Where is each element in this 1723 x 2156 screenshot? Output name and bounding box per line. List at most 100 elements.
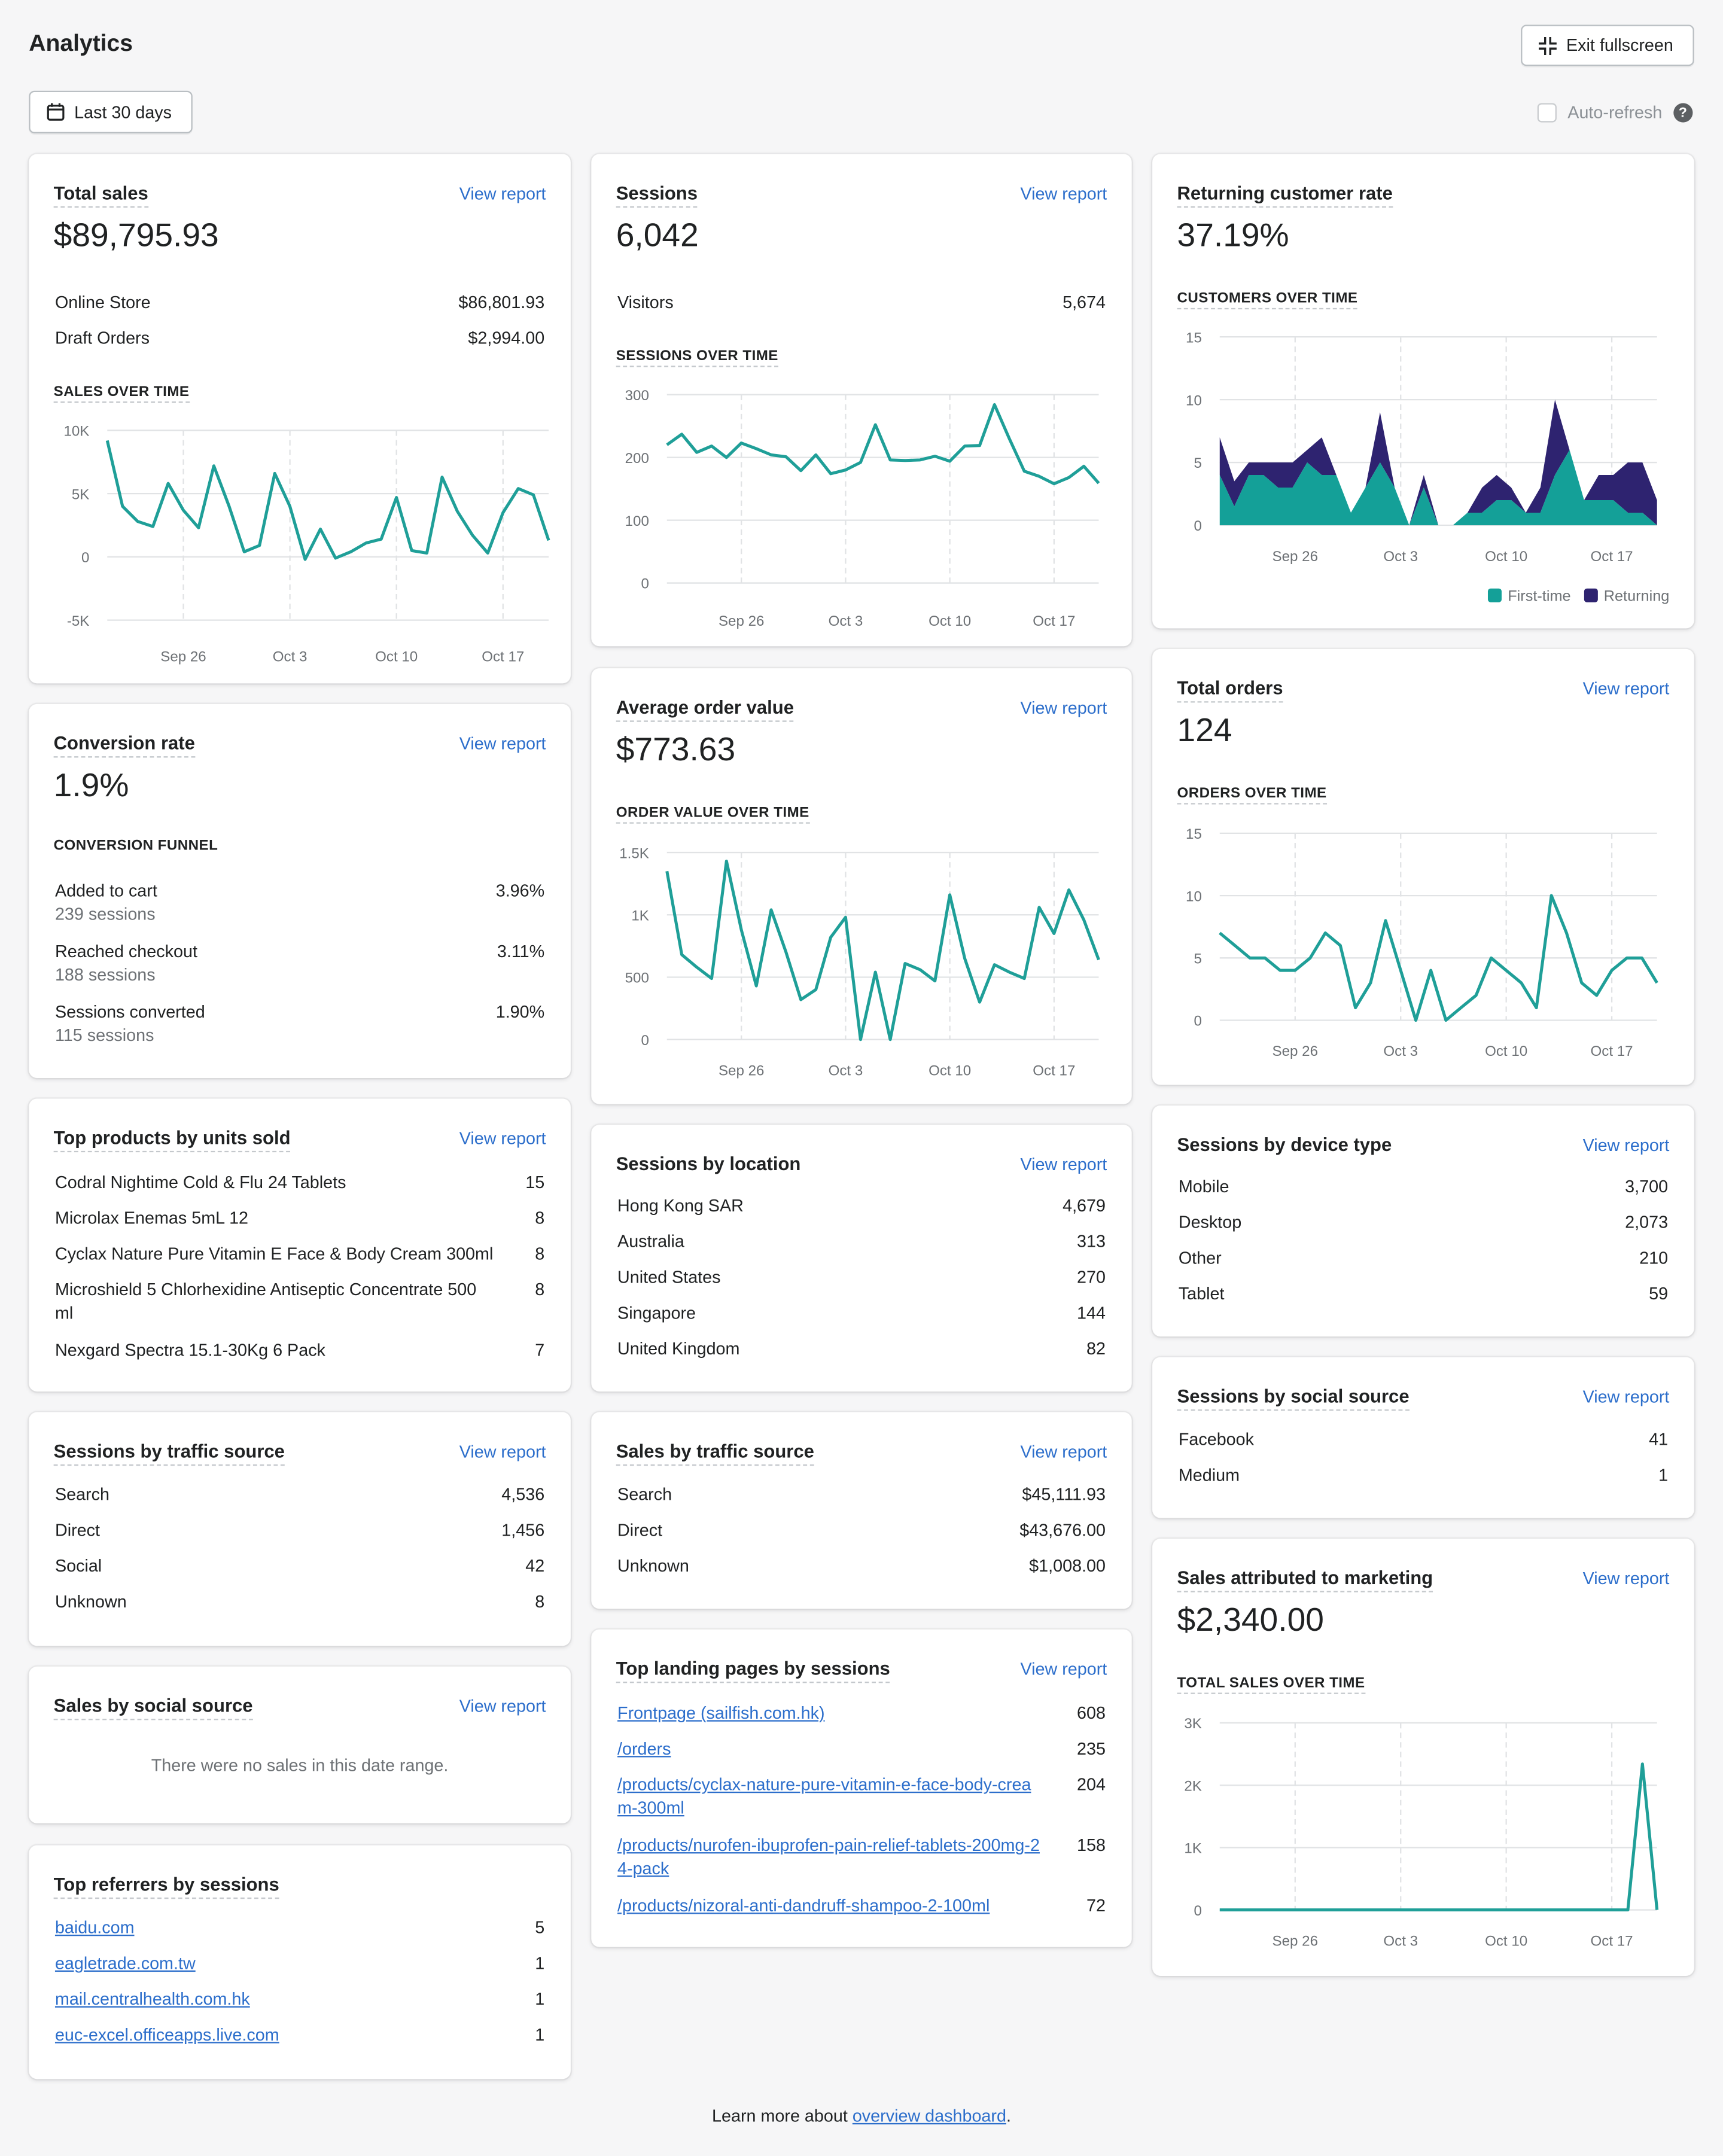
card-title[interactable]: Sales by social source [53,1694,253,1720]
orders-over-time-chart: 15 10 5 0 Sep 26 Oct 3 Oct 10 Oct 17 [1186,826,1658,1059]
row-label: Cyclax Nature Pure Vitamin E Face & Body… [54,1244,494,1264]
view-report-link[interactable]: View report [1020,184,1107,204]
landing-page-link[interactable]: /orders [617,1739,671,1759]
landing-page-link[interactable]: /products/nizoral-anti-dandruff-shampoo-… [617,1896,990,1916]
footer: Learn more about overview dashboard. [0,2106,1723,2125]
card-title[interactable]: Sales by traffic source [616,1440,814,1466]
referrer-link[interactable]: baidu.com [54,1918,135,1938]
x-tick-label: Oct 10 [929,613,971,629]
view-report-link[interactable]: View report [1582,1569,1670,1588]
row-label: Other [1178,1248,1222,1268]
row-value: 8 [535,1244,545,1264]
view-report-link[interactable]: View report [459,1697,546,1716]
card-title[interactable]: Top landing pages by sessions [616,1657,890,1683]
y-tick-label: 5K [72,486,90,503]
row-label: Desktop [1178,1213,1242,1232]
row-label: Direct [617,1521,663,1540]
metric-value: 37.19% [1177,217,1289,255]
card-title[interactable]: Total orders [1177,677,1283,703]
list-item: Unknown 8 [55,1592,544,1628]
row-value: $1,008.00 [1029,1556,1106,1576]
y-tick-label: 0 [641,1033,649,1049]
row-label: Search [54,1485,109,1505]
view-report-link[interactable]: View report [459,1442,546,1462]
x-tick-label: Oct 17 [1591,1043,1633,1059]
chart-title[interactable]: CUSTOMERS OVER TIME [1177,289,1358,310]
date-range-button[interactable]: Last 30 days [29,90,193,133]
view-report-link[interactable]: View report [1582,679,1670,699]
view-report-link[interactable]: View report [459,184,546,204]
row-label: Search [617,1485,672,1505]
referrer-link[interactable]: euc-excel.officeapps.live.com [54,2025,279,2045]
card-title[interactable]: Sessions by device type [1177,1134,1392,1155]
chart-title[interactable]: TOTAL SALES OVER TIME [1177,1673,1365,1694]
card-title[interactable]: Top products by units sold [53,1126,291,1153]
chart-title[interactable]: SESSIONS OVER TIME [616,346,778,367]
row-label: Social [54,1556,102,1576]
card-title[interactable]: Sessions by location [616,1153,801,1174]
referrer-link[interactable]: mail.centralhealth.com.hk [54,1989,250,2009]
landing-page-link[interactable]: /products/cyclax-nature-pure-vitamin-e-f… [617,1775,1031,1818]
chart-title[interactable]: ORDERS OVER TIME [1177,784,1327,805]
card-title[interactable]: Top referrers by sessions [53,1873,279,1899]
landing-page-link[interactable]: /products/nurofen-ibuprofen-pain-relief-… [617,1835,1040,1878]
view-report-link[interactable]: View report [1582,1135,1670,1155]
landing-page-link[interactable]: Frontpage (sailfish.com.hk) [617,1703,825,1723]
card-title[interactable]: Sessions by traffic source [53,1440,285,1466]
row-label: Facebook [1178,1430,1255,1449]
x-tick-label: Sep 26 [1273,1043,1318,1059]
card-title[interactable]: Sessions by social source [1177,1385,1410,1411]
row-value: 82 [1086,1339,1106,1359]
list-item: /products/nizoral-anti-dandruff-shampoo-… [617,1895,1106,1930]
row-value: 3.96% [495,881,545,901]
row-value: 158 [1077,1835,1106,1855]
sessions-card: Sessions View report 6,042 Visitors 5,674… [591,154,1132,647]
card-title[interactable]: Average order value [616,696,794,722]
row-value: 42 [525,1556,545,1576]
row-value: 235 [1077,1739,1106,1759]
series-line [666,403,1100,486]
x-tick-label: Oct 10 [1485,1933,1527,1949]
chart-title[interactable]: SALES OVER TIME [53,382,190,403]
row-value: 4,679 [1063,1196,1106,1216]
view-report-link[interactable]: View report [459,734,546,754]
row-label: United States [617,1268,721,1287]
list-item: /products/nurofen-ibuprofen-pain-relief-… [617,1834,1106,1895]
card-title[interactable]: Total sales [53,181,148,208]
list-item: Hong Kong SAR 4,679 [617,1196,1106,1232]
view-report-link[interactable]: View report [1020,1659,1107,1679]
referrer-link[interactable]: eagletrade.com.tw [54,1954,196,1974]
x-tick-label: Sep 26 [1273,1933,1318,1949]
overview-dashboard-link[interactable]: overview dashboard [852,2106,1006,2126]
row-value: 2,073 [1625,1213,1669,1232]
list-item: eagletrade.com.tw 1 [55,1954,544,1990]
view-report-link[interactable]: View report [1020,1442,1107,1462]
exit-fullscreen-button[interactable]: Exit fullscreen [1521,25,1694,66]
list-item: Visitors 5,674 [617,293,1106,329]
card-title[interactable]: Sessions [616,181,698,208]
card-title[interactable]: Conversion rate [53,732,195,758]
x-tick-label: Oct 3 [829,1062,863,1079]
metric-value: $89,795.93 [53,217,219,255]
card-title[interactable]: Returning customer rate [1177,181,1393,208]
row-value: 313 [1077,1232,1106,1251]
view-report-link[interactable]: View report [459,1129,546,1149]
row-value: 15 [525,1173,545,1192]
empty-state: There were no sales in this date range. [151,1756,449,1776]
area-first-time [1219,450,1657,526]
help-icon[interactable]: ? [1673,103,1692,123]
metric-value: $773.63 [616,731,736,769]
y-tick-label: 5 [1194,455,1201,471]
list-item: Direct $43,676.00 [617,1521,1106,1557]
chart-title[interactable]: ORDER VALUE OVER TIME [616,803,809,824]
list-item: Microlax Enemas 5mL 12 8 [55,1207,544,1243]
breakdown-list: Online Store $86,801.93 Draft Orders $2,99… [55,293,544,365]
x-tick-label: Oct 17 [1033,613,1075,629]
card-title[interactable]: Sales attributed to marketing [1177,1566,1433,1592]
view-report-link[interactable]: View report [1582,1387,1670,1407]
view-report-link[interactable]: View report [1020,698,1107,718]
auto-refresh-checkbox[interactable] [1537,103,1557,123]
x-tick-label: Oct 3 [1383,1933,1418,1949]
row-value: 4,536 [501,1485,545,1505]
view-report-link[interactable]: View report [1020,1155,1107,1174]
